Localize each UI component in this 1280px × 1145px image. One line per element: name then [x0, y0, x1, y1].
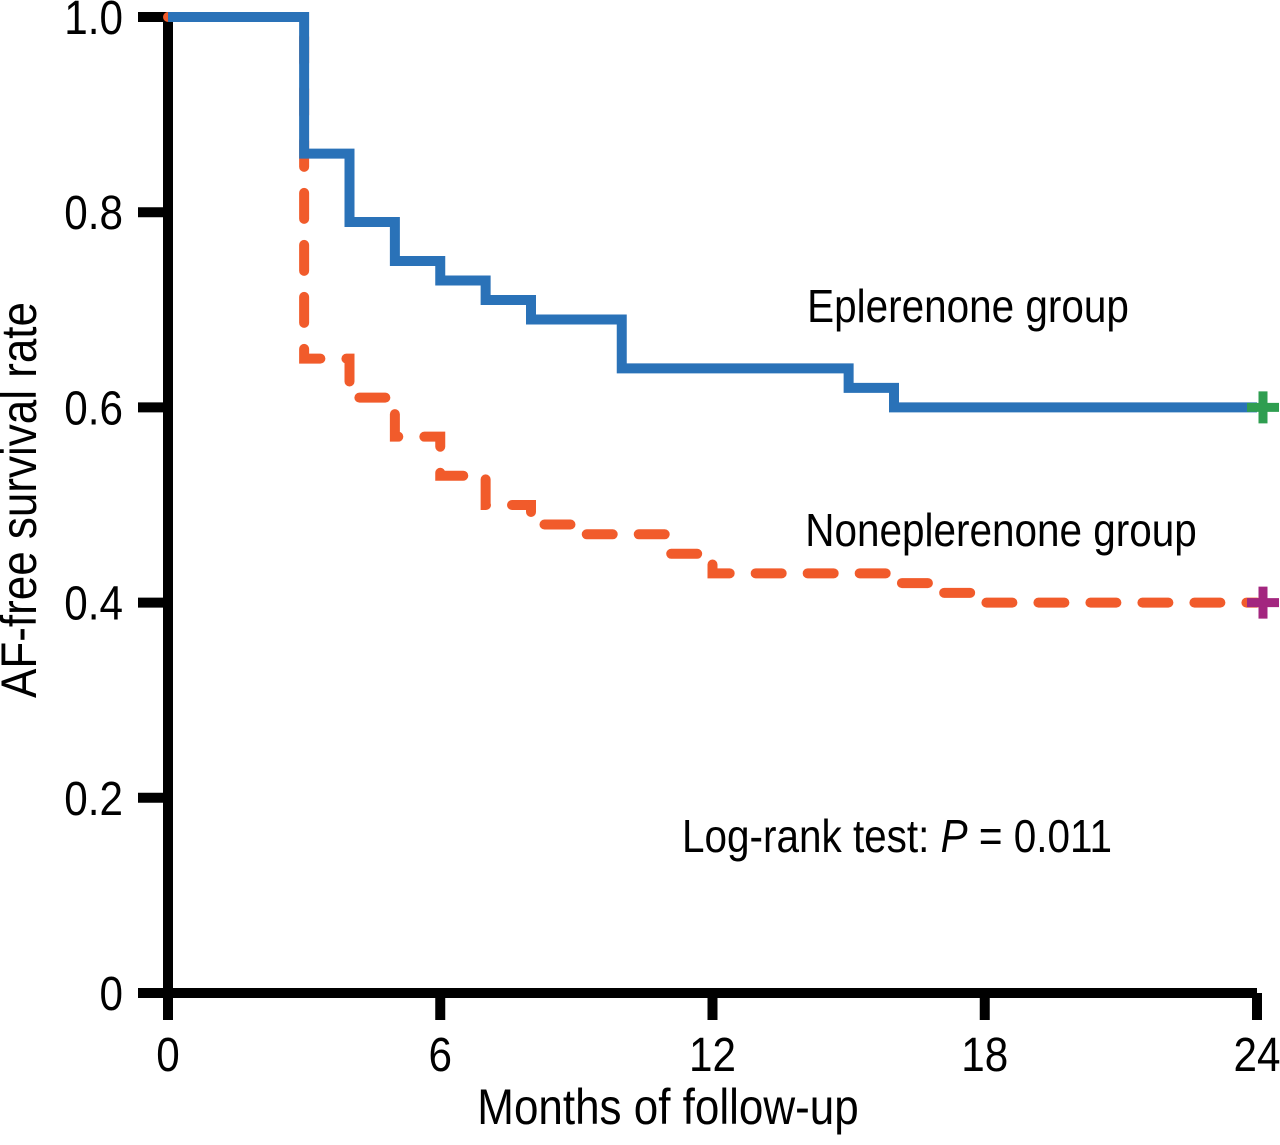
- x-tick-label: 12: [689, 1027, 736, 1081]
- log-rank-prefix: Log-rank test:: [682, 812, 941, 863]
- log-rank-annotation: Log-rank test: P = 0.011: [682, 812, 1112, 863]
- curves-layer: [163, 12, 1279, 619]
- log-rank-value: = 0.011: [968, 812, 1112, 863]
- series-label-eplerenone: Eplerenone group: [807, 282, 1129, 333]
- eplerenone-curve: [168, 12, 1257, 413]
- x-tick-label: 18: [961, 1027, 1008, 1081]
- y-tick-label: 0: [100, 966, 123, 1020]
- x-tick-label: 24: [1234, 1027, 1280, 1081]
- series-label-noneplerenone: Noneplerenone group: [805, 506, 1196, 557]
- axes-layer: 0 0.2 0.4 0.6 0.8 1.0 0 6 12 18 24: [64, 0, 1280, 1082]
- y-tick-label: 0.2: [64, 771, 123, 825]
- x-axis-title: Months of follow-up: [477, 1078, 858, 1134]
- censor-mark-eplerenone: [1247, 391, 1279, 424]
- y-tick-label: 0.4: [64, 576, 123, 630]
- y-tick-label: 0.6: [64, 381, 123, 435]
- y-tick-label: 1.0: [64, 0, 123, 45]
- y-tick-label: 0.8: [64, 186, 123, 240]
- noneplerenone-curve: [163, 12, 1262, 608]
- censor-mark-noneplerenone: [1247, 586, 1279, 619]
- log-rank-p-symbol: P: [941, 812, 968, 863]
- x-tick-label: 0: [156, 1027, 179, 1081]
- x-tick-label: 6: [429, 1027, 452, 1081]
- y-axis-title: AF-free survival rate: [0, 302, 47, 698]
- axis-spines: [140, 12, 1257, 1020]
